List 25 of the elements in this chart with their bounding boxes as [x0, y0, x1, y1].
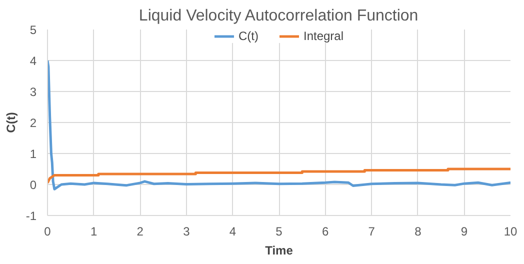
x-tick-label: 1: [90, 224, 98, 238]
line-series: [48, 59, 510, 190]
x-tick-label: 7: [368, 224, 376, 238]
legend-label: C(t): [238, 29, 258, 43]
x-tick-label: 5: [276, 224, 283, 238]
y-tick-label: 1: [30, 147, 37, 161]
x-tick-label: 2: [136, 224, 144, 238]
x-tick-label: 10: [504, 224, 518, 238]
x-tick-label: 3: [183, 224, 190, 238]
x-tick-label: 6: [322, 224, 329, 238]
y-axis-title: C(t): [4, 112, 18, 133]
y-tick-label: 5: [30, 23, 37, 37]
y-tick-label: 3: [30, 85, 37, 99]
y-tick-label: -1: [26, 209, 37, 223]
legend-label: Integral: [303, 29, 344, 43]
y-tick-label: 2: [30, 116, 37, 130]
x-tick-label: 8: [414, 224, 422, 238]
line-series: [48, 168, 510, 184]
x-tick-label: 9: [460, 224, 468, 238]
chart-title: Liquid Velocity Autocorrelation Function: [138, 8, 418, 24]
y-tick-label: 0: [30, 178, 37, 192]
x-axis-title: Time: [265, 244, 294, 258]
y-tick-label: 4: [30, 54, 37, 68]
x-tick-label: 0: [44, 224, 52, 238]
x-tick-label: 4: [229, 224, 236, 238]
